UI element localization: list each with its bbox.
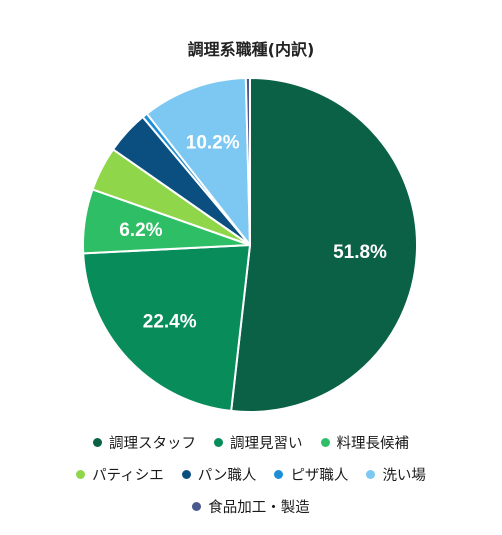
legend-marker-icon: [93, 437, 102, 447]
legend-label: 調理見習い: [230, 435, 303, 452]
pie-slice-7: [244, 76, 251, 246]
legend-row-0: 調理スタッフ 調理見習い 料理長候補: [20, 426, 482, 458]
legend-row-2: 食品加工・製造: [20, 490, 482, 522]
legend-label: 料理長候補: [336, 435, 410, 452]
legend-marker-icon: [192, 501, 202, 511]
legend-label: パン職人: [197, 467, 257, 484]
legend-label: 食品加工・製造: [208, 499, 310, 516]
legend-marker-icon: [76, 469, 86, 479]
legend-item-1: 調理見習い: [214, 432, 303, 453]
legend-marker-icon: [181, 469, 191, 479]
pie-chart: 51.8% 22.4% 6.2% 10.2%: [82, 76, 418, 413]
chart-title: 調理系職種(内訳): [187, 40, 315, 59]
legend-label: ピザ職人: [290, 467, 349, 484]
legend-label: 洗い場: [382, 467, 426, 484]
legend-item-5: ピザ職人: [274, 464, 348, 485]
pie-slice-1: [82, 244, 251, 412]
legend-marker-icon: [274, 469, 284, 479]
legend-row-1: パティシエ パン職人 ピザ職人 洗い場: [20, 458, 482, 490]
chart-legend: 調理スタッフ 調理見習い 料理長候補パティシエ パン職人 ピザ職人 洗い場食品加工・製造: [20, 426, 482, 522]
pie-slice-0: [230, 77, 418, 413]
data-label-6: 10.2%: [186, 132, 240, 153]
legend-label: 調理スタッフ: [109, 435, 196, 452]
legend-item-6: 洗い場: [366, 464, 426, 485]
data-label-0: 51.8%: [333, 242, 387, 263]
legend-item-4: パン職人: [181, 464, 257, 485]
data-label-1: 22.4%: [143, 312, 197, 333]
legend-marker-icon: [366, 469, 376, 479]
legend-item-2: 料理長候補: [320, 432, 410, 453]
legend-marker-icon: [214, 437, 223, 447]
legend-item-0: 調理スタッフ: [93, 432, 196, 453]
legend-item-3: パティシエ: [76, 464, 164, 485]
data-label-2: 6.2%: [119, 220, 162, 241]
legend-marker-icon: [320, 437, 330, 447]
pie-slice-6: [145, 77, 251, 246]
legend-label: パティシエ: [92, 467, 164, 484]
legend-item-7: 食品加工・製造: [192, 496, 310, 517]
